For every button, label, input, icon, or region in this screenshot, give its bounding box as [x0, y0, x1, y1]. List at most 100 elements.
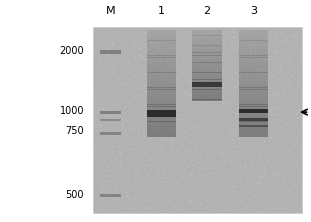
Point	[116, 185, 121, 189]
Point	[119, 125, 124, 128]
Point	[183, 112, 188, 116]
Point	[118, 119, 123, 123]
Bar	[239, 30, 268, 32]
Point	[261, 110, 266, 113]
Bar	[147, 36, 177, 38]
Point	[270, 206, 275, 210]
Point	[275, 153, 280, 156]
Point	[158, 145, 163, 149]
Bar	[192, 74, 221, 75]
Point	[220, 93, 225, 96]
Point	[144, 146, 149, 150]
Point	[284, 36, 289, 39]
Bar	[100, 132, 121, 135]
Point	[256, 193, 261, 196]
Point	[114, 116, 119, 120]
Point	[160, 91, 165, 95]
Point	[282, 139, 287, 143]
Point	[278, 175, 283, 178]
Point	[223, 188, 228, 192]
Point	[146, 45, 151, 48]
Point	[142, 119, 146, 123]
Point	[119, 82, 124, 85]
Point	[184, 63, 189, 66]
Point	[287, 73, 292, 76]
Bar	[100, 111, 121, 114]
Point	[181, 89, 186, 93]
Point	[132, 89, 137, 93]
Point	[114, 101, 119, 105]
Point	[114, 174, 119, 178]
Point	[277, 79, 282, 83]
Point	[94, 71, 99, 75]
Point	[267, 119, 272, 123]
Point	[137, 121, 142, 125]
Point	[211, 27, 216, 31]
Point	[243, 66, 248, 69]
Point	[236, 87, 241, 90]
Point	[171, 46, 176, 50]
Point	[244, 147, 249, 150]
Point	[193, 202, 198, 206]
Point	[124, 210, 129, 213]
Point	[141, 83, 146, 87]
Bar	[147, 113, 177, 115]
Point	[286, 102, 291, 105]
Point	[184, 192, 189, 196]
Point	[216, 161, 221, 164]
Point	[158, 134, 163, 138]
Point	[255, 181, 260, 185]
Bar	[239, 104, 268, 107]
Point	[114, 103, 119, 106]
Point	[281, 73, 285, 77]
Point	[274, 105, 279, 109]
Bar	[147, 77, 177, 79]
Point	[261, 133, 266, 137]
Point	[271, 36, 276, 39]
Point	[173, 32, 178, 35]
Point	[123, 166, 128, 169]
Point	[247, 53, 252, 57]
Point	[236, 45, 241, 48]
Point	[167, 195, 172, 198]
Point	[242, 51, 247, 54]
Point	[207, 149, 212, 153]
Point	[116, 173, 121, 177]
Point	[152, 104, 157, 108]
Point	[241, 54, 246, 58]
Point	[218, 26, 223, 30]
Point	[157, 38, 162, 42]
Point	[206, 84, 211, 88]
Point	[220, 43, 225, 46]
Point	[292, 92, 297, 95]
Bar	[147, 119, 177, 122]
Point	[261, 178, 266, 181]
Point	[245, 207, 250, 211]
Point	[127, 202, 132, 206]
Point	[228, 39, 233, 42]
Point	[283, 36, 288, 40]
Bar	[192, 95, 221, 97]
Point	[167, 109, 172, 112]
Point	[244, 74, 249, 78]
Point	[275, 158, 280, 161]
Point	[122, 180, 127, 183]
Point	[171, 39, 176, 42]
Point	[144, 71, 149, 75]
Point	[254, 56, 259, 60]
Point	[197, 105, 202, 108]
Point	[126, 184, 131, 187]
Point	[250, 90, 255, 94]
Point	[151, 157, 156, 161]
Point	[153, 51, 158, 55]
Point	[108, 46, 113, 49]
Point	[126, 63, 131, 67]
Point	[195, 156, 200, 160]
Point	[222, 164, 227, 168]
Point	[92, 42, 97, 45]
Point	[101, 43, 106, 47]
Point	[120, 182, 125, 186]
Point	[96, 204, 101, 207]
Point	[274, 50, 279, 54]
Point	[256, 83, 261, 87]
